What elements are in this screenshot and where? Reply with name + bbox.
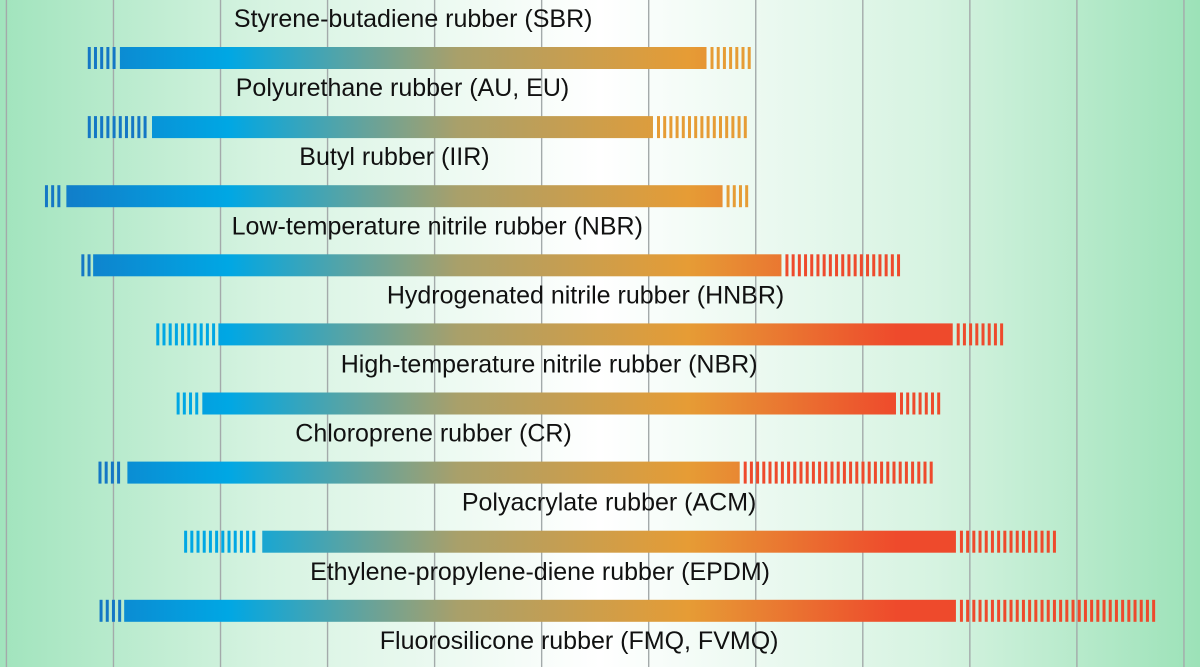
bar-ext-max <box>710 47 751 69</box>
bar-range <box>124 599 956 622</box>
row-4: Hydrogenated nitrile rubber (HNBR) <box>156 281 1004 346</box>
series-label: Polyacrylate rubber (ACM) <box>462 489 757 517</box>
series-label: Butyl rubber (IIR) <box>299 143 489 171</box>
row-6: Chloroprene rubber (CR) <box>98 420 933 484</box>
bar-ext-max <box>959 599 1156 622</box>
bar-ext-max <box>726 185 749 208</box>
bars: Styrene-butadiene rubber (SBR) Polyuretha… <box>44 5 1156 655</box>
bar-ext-min <box>44 185 61 208</box>
series-label: Low-temperature nitrile rubber (NBR) <box>232 212 643 240</box>
bar-ext-min <box>98 461 121 484</box>
series-label: Chloroprene rubber (CR) <box>295 420 572 448</box>
bar-ext-min <box>87 116 147 139</box>
bar-ext-max <box>743 461 933 484</box>
bar-range <box>66 185 723 208</box>
bar-ext-min <box>81 254 91 277</box>
bar-range <box>152 116 653 139</box>
bar-ext-max <box>956 323 1004 346</box>
series-label: Styrene-butadiene rubber (SBR) <box>234 5 593 33</box>
bar-ext-min <box>87 47 116 69</box>
bar-ext-max <box>899 392 941 415</box>
series-label: Ethylene-propylene-diene rubber (EPDM) <box>310 558 770 586</box>
bar-range <box>127 461 740 484</box>
bar-ext-min <box>99 599 122 622</box>
row-1: Polyurethane rubber (AU, EU) <box>87 74 747 139</box>
bar-range <box>93 254 782 277</box>
bar-ext-min <box>176 392 199 415</box>
bar-ext-min <box>184 530 256 553</box>
series-label: Polyurethane rubber (AU, EU) <box>236 74 569 102</box>
bar-ext-min <box>156 323 216 346</box>
row-0: Styrene-butadiene rubber (SBR) <box>87 5 751 69</box>
bar-range <box>262 530 956 553</box>
row-9: Fluorosilicone rubber (FMQ, FVMQ) <box>380 627 779 655</box>
bar-range <box>202 392 896 415</box>
bar-range <box>119 47 707 69</box>
series-label: High-temperature nitrile rubber (NBR) <box>341 351 758 379</box>
row-2: Butyl rubber (IIR) <box>44 143 749 208</box>
bar-ext-max <box>785 254 901 277</box>
row-3: Low-temperature nitrile rubber (NBR) <box>81 212 901 277</box>
row-7: Polyacrylate rubber (ACM) <box>184 489 1056 553</box>
series-label: Fluorosilicone rubber (FMQ, FVMQ) <box>380 627 779 655</box>
series-label: Hydrogenated nitrile rubber (HNBR) <box>387 281 784 309</box>
bar-range <box>218 323 953 346</box>
bar-ext-max <box>959 530 1056 553</box>
row-8: Ethylene-propylene-diene rubber (EPDM) <box>99 558 1156 622</box>
bar-ext-max <box>656 116 747 139</box>
row-5: High-temperature nitrile rubber (NBR) <box>176 351 941 415</box>
